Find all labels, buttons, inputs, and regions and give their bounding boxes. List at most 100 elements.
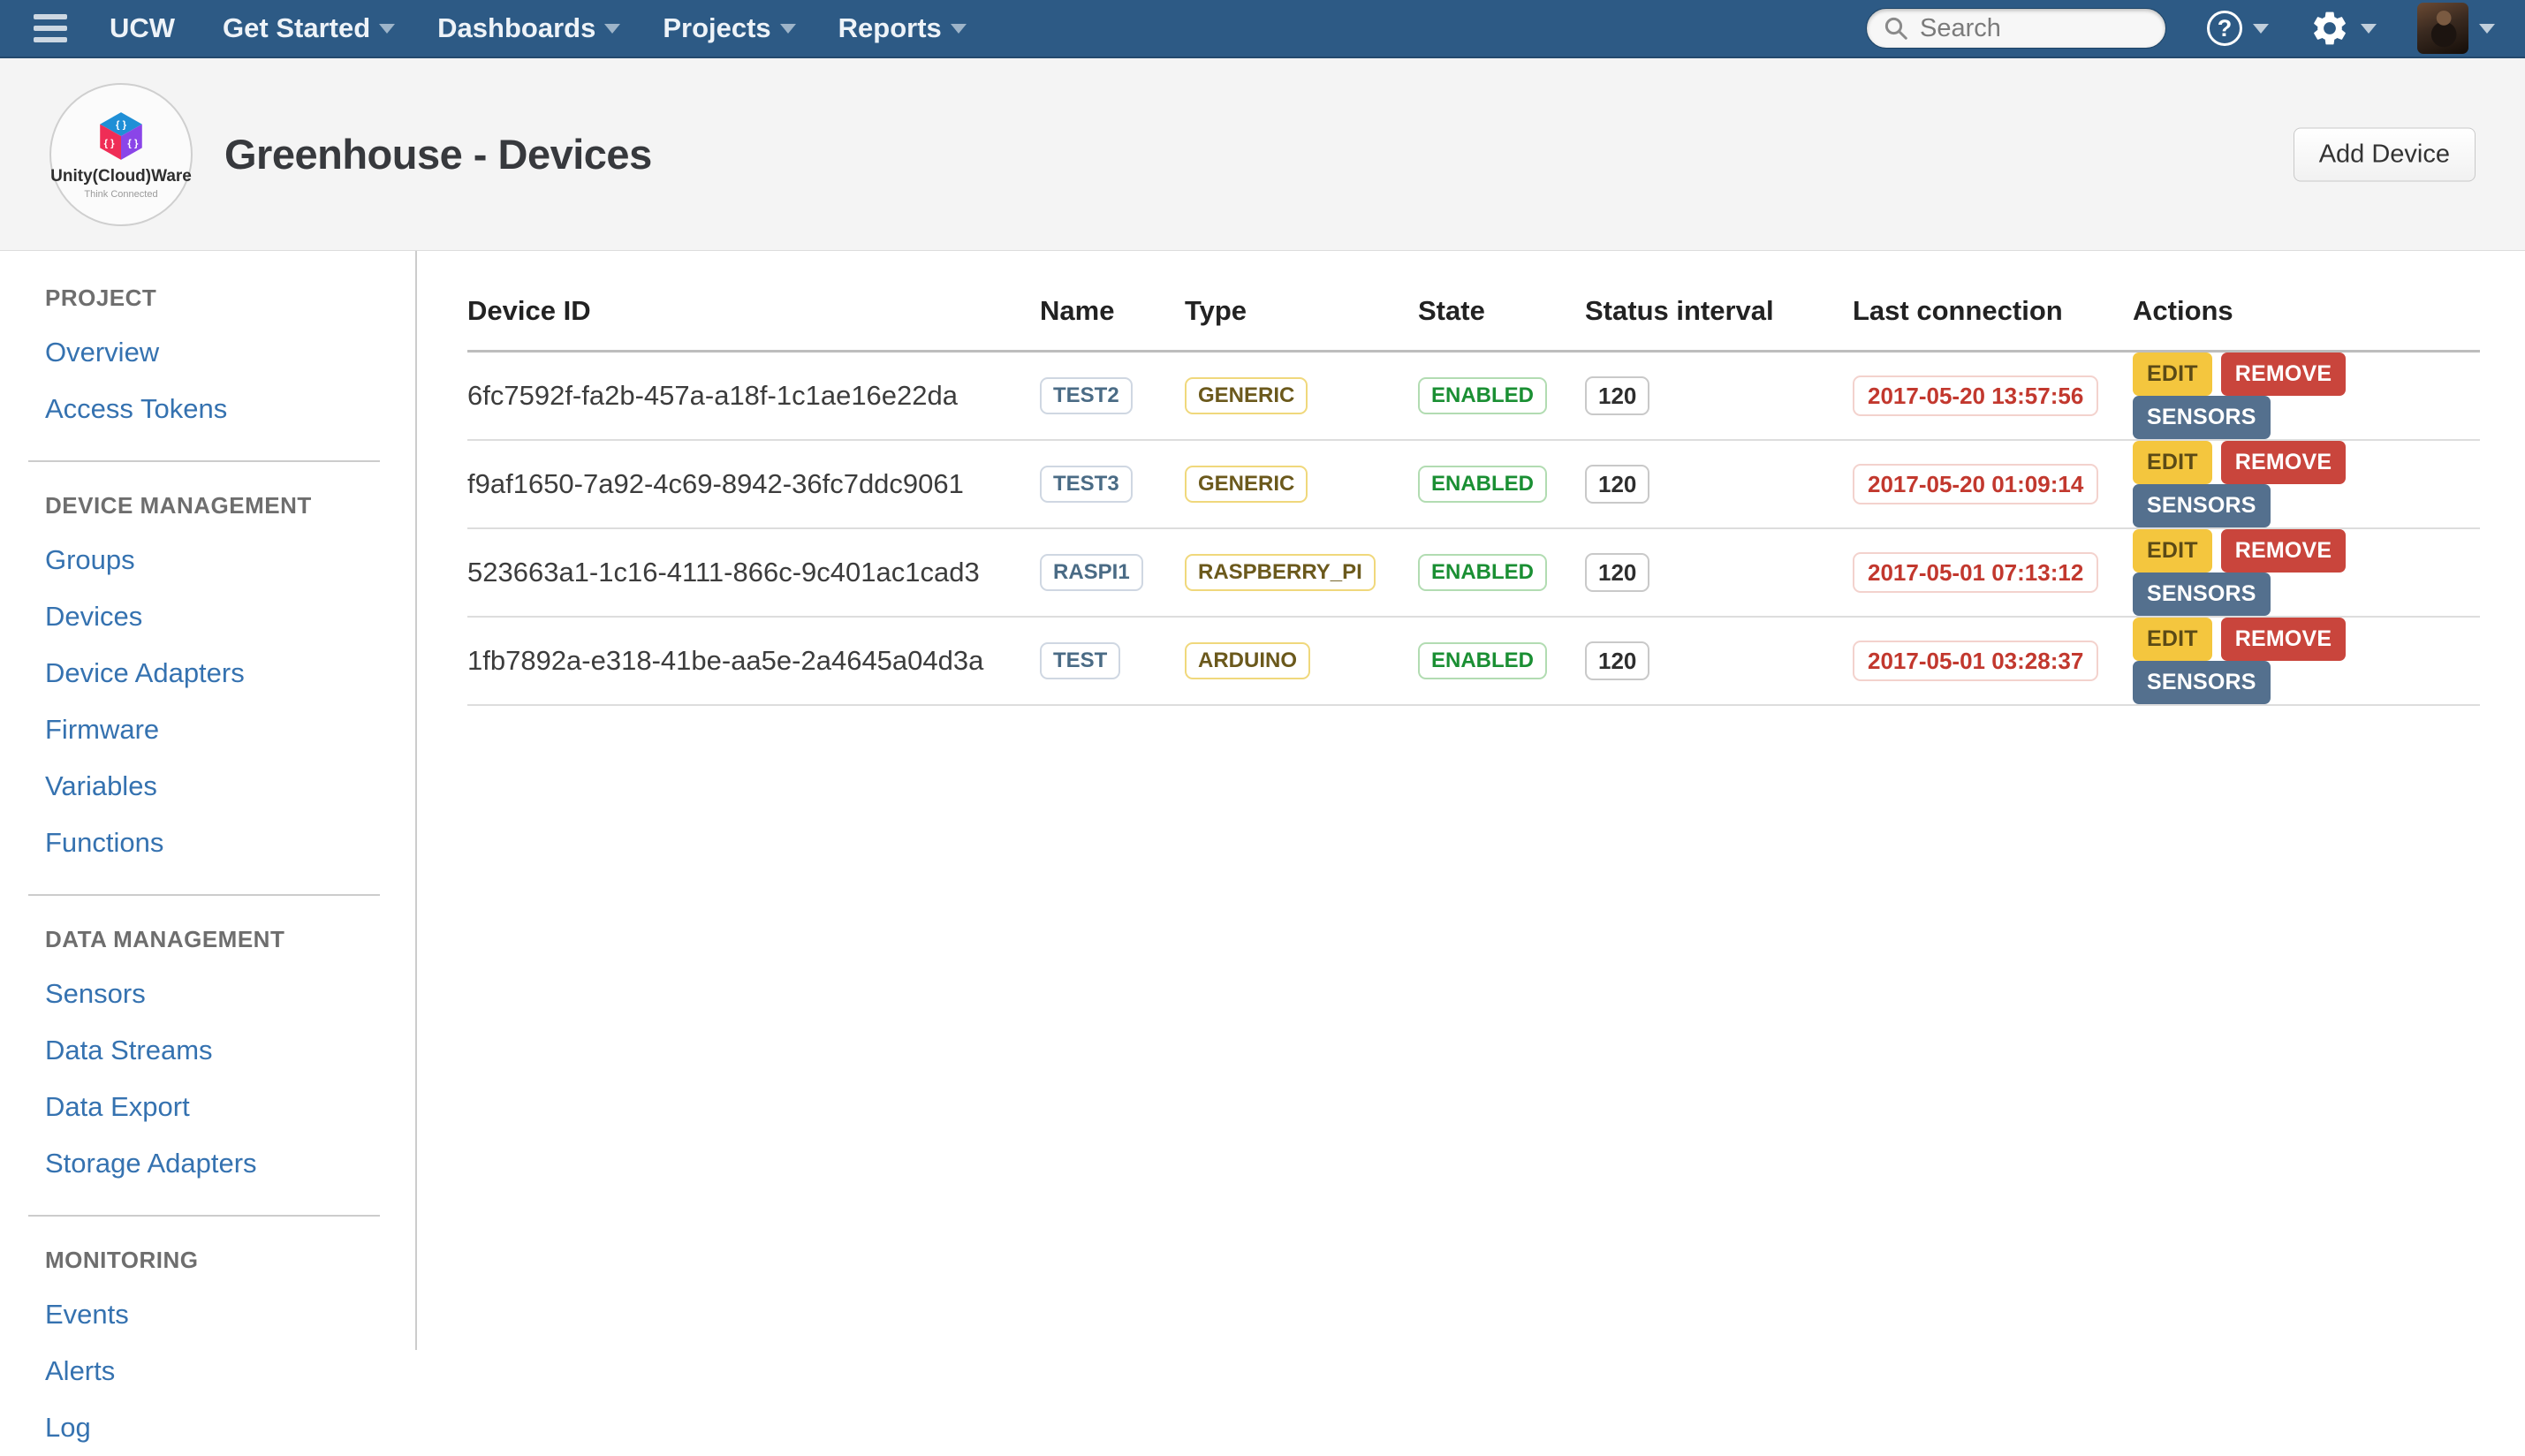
column-header-device-id: Device ID — [467, 295, 1040, 353]
device-id-cell: f9af1650-7a92-4c69-8942-36fc7ddc9061 — [467, 440, 1040, 529]
top-navbar: UCW Get Started Dashboards Projects Reports… — [0, 0, 2525, 58]
divider — [28, 894, 380, 896]
sensors-button[interactable]: SENSORS — [2133, 484, 2271, 527]
remove-button[interactable]: REMOVE — [2220, 441, 2347, 484]
sidebar-item-access-tokens[interactable]: Access Tokens — [45, 393, 228, 424]
help-icon: ? — [2207, 11, 2242, 46]
sidebar-heading-data-management: DATA MANAGEMENT — [45, 926, 285, 952]
last-connection-badge: 2017-05-01 03:28:37 — [1853, 640, 2099, 682]
chevron-down-icon — [604, 23, 621, 34]
sidebar-item-log[interactable]: Log — [45, 1412, 91, 1443]
search-box — [1866, 8, 2166, 49]
nav-item-reports[interactable]: Reports — [817, 0, 988, 57]
sensors-button[interactable]: SENSORS — [2133, 396, 2271, 439]
type-badge: GENERIC — [1185, 376, 1308, 415]
sidebar-heading-device-management: DEVICE MANAGEMENT — [45, 492, 312, 519]
chevron-down-icon — [2361, 23, 2377, 34]
remove-button[interactable]: REMOVE — [2220, 618, 2347, 661]
sidebar-item-device-adapters[interactable]: Device Adapters — [45, 657, 245, 688]
search-input[interactable] — [1920, 13, 2150, 43]
name-cell: TEST — [1040, 617, 1185, 706]
remove-button[interactable]: REMOVE — [2220, 529, 2347, 573]
sidebar-item-data-export[interactable]: Data Export — [45, 1091, 190, 1122]
sensors-button[interactable]: SENSORS — [2133, 661, 2271, 704]
sidebar-item-alerts[interactable]: Alerts — [45, 1355, 116, 1386]
page-header: { } { } { } Unity(Cloud)Ware Think Conne… — [0, 58, 2525, 251]
divider — [28, 1215, 380, 1217]
sidebar-item-sensors[interactable]: Sensors — [45, 978, 146, 1009]
type-cell: RASPBERRY_PI — [1185, 528, 1418, 618]
main-nav: Get Started Dashboards Projects Reports — [201, 0, 988, 57]
status-interval-badge: 120 — [1585, 552, 1650, 593]
actions-cell: EDIT REMOVESENSORS — [2133, 440, 2480, 529]
sidebar-item-variables[interactable]: Variables — [45, 770, 157, 801]
nav-item-label: Projects — [663, 12, 771, 43]
sidebar-item-groups[interactable]: Groups — [45, 544, 135, 575]
name-badge: TEST3 — [1040, 465, 1133, 504]
svg-text:{ }: { } — [116, 120, 127, 131]
device-id-text: 6fc7592f-fa2b-457a-a18f-1c1ae16e22da — [467, 380, 959, 411]
table-row: 1fb7892a-e318-41be-aa5e-2a4645a04d3a TEST… — [467, 617, 2480, 706]
sidebar-item-data-streams[interactable]: Data Streams — [45, 1035, 213, 1065]
nav-item-label: Reports — [838, 12, 942, 43]
device-id-cell: 523663a1-1c16-4111-866c-9c401ac1cad3 — [467, 528, 1040, 618]
search-icon — [1884, 17, 1907, 40]
divider — [28, 460, 380, 462]
sidebar-heading-project: PROJECT — [45, 284, 157, 311]
sidebar-item-functions[interactable]: Functions — [45, 827, 164, 858]
type-cell: GENERIC — [1185, 351, 1418, 441]
remove-button[interactable]: REMOVE — [2220, 353, 2347, 396]
user-menu[interactable] — [2417, 3, 2495, 54]
sidebar-heading-monitoring: MONITORING — [45, 1247, 199, 1273]
edit-button[interactable]: EDIT — [2133, 618, 2212, 661]
chevron-down-icon — [950, 23, 967, 34]
actions-cell: EDIT REMOVESENSORS — [2133, 617, 2480, 706]
actions-cell: EDIT REMOVESENSORS — [2133, 528, 2480, 618]
sidebar-item-overview[interactable]: Overview — [45, 337, 160, 368]
last-connection-badge: 2017-05-01 07:13:12 — [1853, 551, 2099, 594]
sidebar-item-storage-adapters[interactable]: Storage Adapters — [45, 1148, 257, 1179]
logo-name: Unity(Cloud)Ware — [50, 167, 192, 186]
device-id-text: 523663a1-1c16-4111-866c-9c401ac1cad3 — [467, 557, 980, 588]
type-badge: GENERIC — [1185, 465, 1308, 504]
sensors-button[interactable]: SENSORS — [2133, 573, 2271, 616]
nav-item-dashboards[interactable]: Dashboards — [416, 0, 641, 57]
add-device-button[interactable]: Add Device — [2293, 127, 2476, 181]
status-interval-cell: 120 — [1585, 617, 1853, 706]
status-interval-cell: 120 — [1585, 528, 1853, 618]
edit-button[interactable]: EDIT — [2133, 441, 2212, 484]
project-logo: { } { } { } Unity(Cloud)Ware Think Conne… — [49, 82, 193, 226]
status-interval-cell: 120 — [1585, 351, 1853, 441]
edit-button[interactable]: EDIT — [2133, 353, 2212, 396]
sidebar-item-firmware[interactable]: Firmware — [45, 714, 160, 745]
edit-button[interactable]: EDIT — [2133, 529, 2212, 573]
nav-item-projects[interactable]: Projects — [641, 0, 816, 57]
status-interval-badge: 120 — [1585, 464, 1650, 504]
status-interval-badge: 120 — [1585, 375, 1650, 416]
device-id-text: 1fb7892a-e318-41be-aa5e-2a4645a04d3a — [467, 645, 984, 676]
column-header-actions: Actions — [2133, 295, 2480, 353]
sidebar-section-project: PROJECT Overview Access Tokens — [0, 284, 415, 437]
menu-icon[interactable] — [30, 9, 71, 48]
gear-icon — [2314, 11, 2346, 45]
sidebar-item-devices[interactable]: Devices — [45, 601, 143, 632]
device-id-cell: 1fb7892a-e318-41be-aa5e-2a4645a04d3a — [467, 617, 1040, 706]
state-cell: ENABLED — [1418, 617, 1585, 706]
state-badge: ENABLED — [1418, 465, 1548, 504]
last-connection-cell: 2017-05-01 07:13:12 — [1853, 528, 2133, 618]
brand-link[interactable]: UCW — [110, 12, 176, 43]
sidebar-section-data-management: DATA MANAGEMENT Sensors Data Streams Data E… — [0, 926, 415, 1192]
name-cell: TEST3 — [1040, 440, 1185, 529]
chevron-down-icon — [779, 23, 796, 34]
actions-cell: EDIT REMOVESENSORS — [2133, 351, 2480, 441]
device-id-cell: 6fc7592f-fa2b-457a-a18f-1c1ae16e22da — [467, 351, 1040, 441]
help-menu[interactable]: ? — [2207, 11, 2269, 46]
name-badge: TEST — [1040, 641, 1121, 680]
logo-tagline: Think Connected — [84, 189, 158, 200]
navbar-right: ? — [1866, 3, 2495, 54]
nav-item-get-started[interactable]: Get Started — [201, 0, 416, 57]
sidebar-item-events[interactable]: Events — [45, 1299, 129, 1330]
chevron-down-icon — [2253, 23, 2269, 34]
menu-bar — [34, 37, 67, 42]
settings-menu[interactable] — [2309, 8, 2377, 49]
